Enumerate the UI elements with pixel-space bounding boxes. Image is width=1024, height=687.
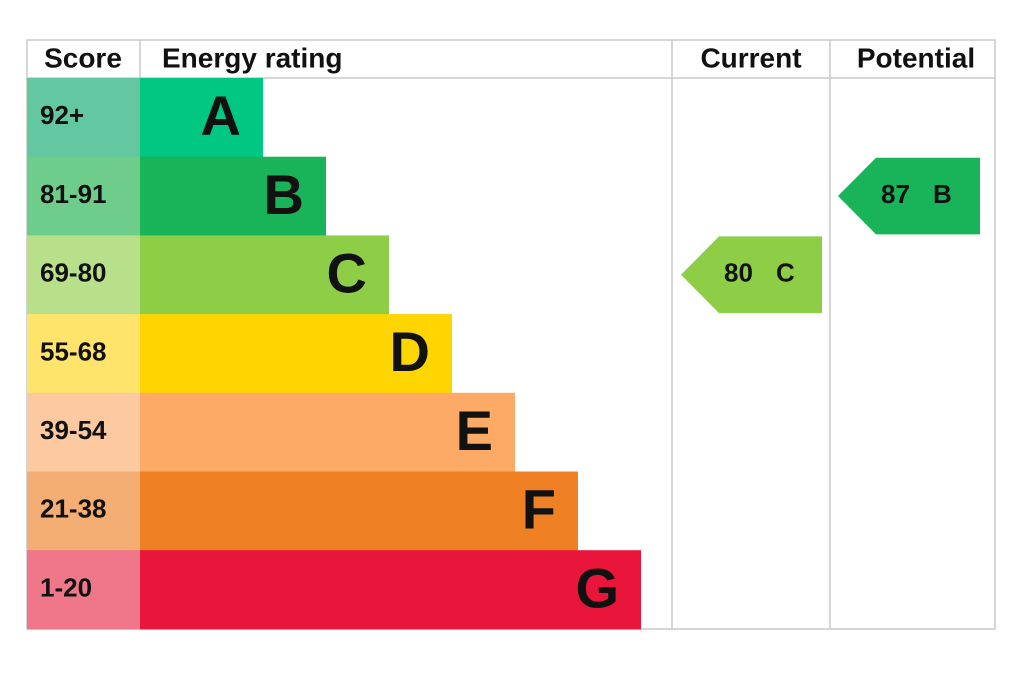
- score-label: 55-68: [40, 336, 107, 366]
- band-letter: B: [264, 163, 304, 226]
- rating-bar: [140, 392, 515, 472]
- potential-letter: B: [933, 179, 952, 209]
- header-potential: Potential: [857, 42, 975, 73]
- rating-bar: [140, 471, 578, 551]
- current-letter: C: [776, 258, 795, 288]
- current-value: 80: [724, 258, 753, 288]
- header-current: Current: [700, 42, 801, 73]
- potential-value: 87: [881, 179, 910, 209]
- current-arrow: [681, 236, 822, 314]
- score-cell: [27, 392, 140, 472]
- band-letter: C: [327, 242, 367, 305]
- score-label: 69-80: [40, 258, 107, 288]
- rating-bar: [140, 314, 452, 394]
- header-score: Score: [44, 42, 122, 73]
- potential-arrow: [838, 157, 980, 235]
- band-letter: A: [201, 84, 241, 147]
- header-rating: Energy rating: [162, 42, 342, 73]
- score-cell: [27, 471, 140, 551]
- band-letter: D: [390, 320, 430, 383]
- score-cell: [27, 235, 140, 315]
- score-label: 81-91: [40, 179, 107, 209]
- rating-bar: [140, 156, 326, 236]
- band-letter: E: [456, 399, 493, 462]
- score-cell: [27, 78, 140, 158]
- score-label: 92+: [40, 100, 84, 130]
- score-label: 21-38: [40, 494, 107, 524]
- score-cell: [27, 550, 140, 630]
- band-letter: F: [522, 478, 556, 541]
- rating-bar: [140, 235, 389, 315]
- band-letter: G: [575, 556, 619, 619]
- score-cell: [27, 156, 140, 236]
- score-label: 39-54: [40, 415, 107, 445]
- score-cell: [27, 314, 140, 394]
- rating-bar: [140, 550, 641, 630]
- score-label: 1-20: [40, 572, 92, 602]
- rating-bar: [140, 78, 263, 158]
